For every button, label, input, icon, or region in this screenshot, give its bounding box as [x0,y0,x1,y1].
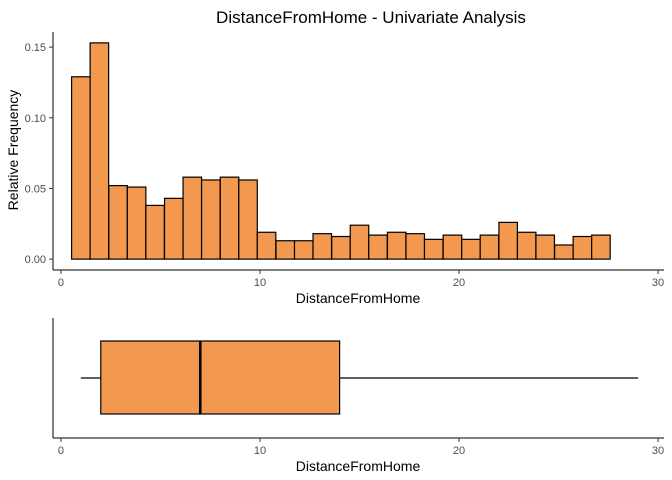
histogram-bar [163,197,184,260]
x-tick-label: 0 [58,277,64,289]
histogram-bar [386,231,407,260]
histogram-bar [126,186,147,260]
x-tick-label: 30 [652,445,664,457]
histogram-bar [349,224,370,260]
x-tick-label: 0 [58,445,64,457]
histogram-bar [591,234,611,260]
histogram-bar [145,204,165,260]
y-tick-label: 0.15 [25,42,46,54]
histogram-panel: 0.00 0.05 0.10 0.15 0 10 20 30 [25,32,664,289]
histogram-bar [275,240,296,260]
y-tick-label: 0.05 [25,183,46,195]
histogram-bar [423,238,444,260]
histogram-bar [535,234,556,260]
histogram-bar [554,244,574,260]
y-tick-label: 0.10 [25,113,46,125]
boxplot-box [100,340,341,415]
histogram-bar [71,76,91,260]
histogram-bar [442,234,463,260]
x-tick-label: 20 [453,445,465,457]
histogram-bar [498,221,519,260]
boxplot-x-axis-title: DistanceFromHome [296,458,421,474]
y-tick-label: 0.00 [25,254,46,266]
histogram-bar [219,176,240,260]
x-tick-label: 10 [254,445,266,457]
x-tick-label: 20 [453,277,465,289]
histogram-y-axis-title: Relative Frequency [5,90,21,211]
histogram-bar [182,176,203,260]
histogram-x-axis-title: DistanceFromHome [296,290,421,306]
boxplot-panel: 0 10 20 30 [52,318,664,457]
histogram-bar [405,233,426,260]
histogram-bar [312,233,333,260]
histogram-bar [89,42,110,260]
histogram-bar [293,240,314,260]
histogram-bar [200,179,221,260]
chart-title: DistanceFromHome - Univariate Analysis [216,8,526,27]
histogram-bar [238,179,258,260]
histogram-bar [256,231,277,260]
histogram-bar [479,234,500,260]
histogram-bar [108,185,128,260]
x-tick-label: 10 [254,277,266,289]
x-tick-label: 30 [652,277,664,289]
histogram-bar [572,235,593,260]
histogram-bar [461,238,481,260]
histogram-bar [331,235,351,260]
histogram-bar [368,234,388,260]
histogram-bar [516,231,537,260]
